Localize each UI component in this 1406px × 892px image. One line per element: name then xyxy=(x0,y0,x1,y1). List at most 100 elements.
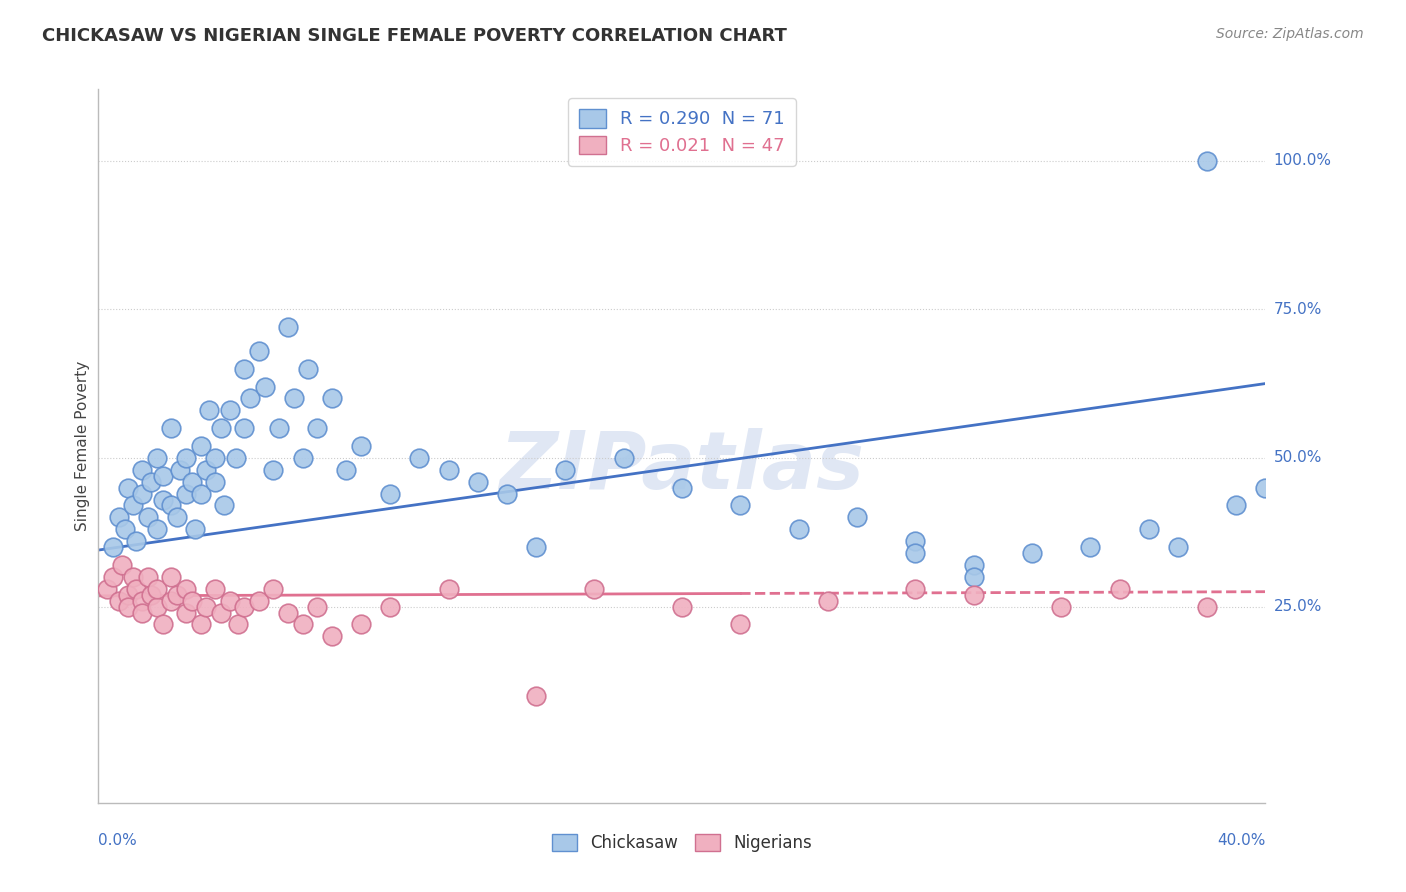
Text: ZIPatlas: ZIPatlas xyxy=(499,428,865,507)
Point xyxy=(190,439,212,453)
Point xyxy=(335,463,357,477)
Point xyxy=(524,540,547,554)
Point xyxy=(262,582,284,596)
Point xyxy=(291,450,314,465)
Point xyxy=(183,522,205,536)
Point xyxy=(233,361,256,376)
Point xyxy=(962,558,984,572)
Point xyxy=(160,570,183,584)
Point xyxy=(190,486,212,500)
Point xyxy=(180,475,202,489)
Point xyxy=(1021,546,1043,560)
Point xyxy=(350,439,373,453)
Point xyxy=(467,475,489,489)
Point xyxy=(437,582,460,596)
Point xyxy=(321,629,343,643)
Point xyxy=(1137,522,1160,536)
Point xyxy=(131,593,153,607)
Point xyxy=(96,582,118,596)
Point xyxy=(218,403,240,417)
Point xyxy=(297,361,319,376)
Point xyxy=(146,582,169,596)
Point xyxy=(277,606,299,620)
Point xyxy=(139,475,162,489)
Point xyxy=(152,492,174,507)
Point xyxy=(180,593,202,607)
Point xyxy=(1195,599,1218,614)
Text: CHICKASAW VS NIGERIAN SINGLE FEMALE POVERTY CORRELATION CHART: CHICKASAW VS NIGERIAN SINGLE FEMALE POVE… xyxy=(42,27,787,45)
Point xyxy=(125,534,148,549)
Point xyxy=(380,486,402,500)
Point xyxy=(160,421,183,435)
Text: Source: ZipAtlas.com: Source: ZipAtlas.com xyxy=(1216,27,1364,41)
Point xyxy=(846,510,869,524)
Point xyxy=(730,617,752,632)
Point xyxy=(233,599,256,614)
Point xyxy=(962,570,984,584)
Point xyxy=(166,510,188,524)
Point xyxy=(554,463,576,477)
Point xyxy=(111,558,134,572)
Point xyxy=(131,606,153,620)
Point xyxy=(195,463,218,477)
Point xyxy=(166,588,188,602)
Point xyxy=(496,486,519,500)
Point xyxy=(524,689,547,703)
Point xyxy=(204,450,226,465)
Point xyxy=(307,421,329,435)
Point xyxy=(117,599,139,614)
Point xyxy=(1050,599,1073,614)
Text: 100.0%: 100.0% xyxy=(1274,153,1331,168)
Point xyxy=(817,593,839,607)
Point xyxy=(190,617,212,632)
Point xyxy=(136,570,159,584)
Point xyxy=(1108,582,1130,596)
Point xyxy=(125,582,148,596)
Point xyxy=(269,421,291,435)
Point xyxy=(408,450,430,465)
Text: 50.0%: 50.0% xyxy=(1274,450,1322,466)
Point xyxy=(904,534,927,549)
Legend: Chickasaw, Nigerians: Chickasaw, Nigerians xyxy=(546,827,818,859)
Point xyxy=(122,499,145,513)
Point xyxy=(117,588,139,602)
Point xyxy=(321,392,343,406)
Point xyxy=(174,582,197,596)
Point xyxy=(174,486,197,500)
Point xyxy=(1195,153,1218,168)
Point xyxy=(671,481,693,495)
Point xyxy=(212,499,235,513)
Point xyxy=(225,450,247,465)
Point xyxy=(1254,481,1277,495)
Point xyxy=(114,522,136,536)
Point xyxy=(204,475,226,489)
Point xyxy=(160,499,183,513)
Point xyxy=(198,403,221,417)
Point xyxy=(1080,540,1102,554)
Point xyxy=(209,606,232,620)
Point xyxy=(253,379,276,393)
Point xyxy=(904,546,927,560)
Point xyxy=(169,463,191,477)
Point xyxy=(307,599,329,614)
Point xyxy=(437,463,460,477)
Point xyxy=(247,593,270,607)
Point xyxy=(146,522,169,536)
Point xyxy=(671,599,693,614)
Point xyxy=(962,588,984,602)
Point xyxy=(583,582,606,596)
Text: 40.0%: 40.0% xyxy=(1218,833,1265,848)
Point xyxy=(204,582,226,596)
Point xyxy=(152,468,174,483)
Point xyxy=(239,392,262,406)
Point xyxy=(218,593,240,607)
Point xyxy=(160,593,183,607)
Point xyxy=(262,463,284,477)
Point xyxy=(283,392,305,406)
Point xyxy=(730,499,752,513)
Point xyxy=(247,343,270,358)
Point xyxy=(380,599,402,614)
Point xyxy=(195,599,218,614)
Point xyxy=(904,582,927,596)
Y-axis label: Single Female Poverty: Single Female Poverty xyxy=(75,361,90,531)
